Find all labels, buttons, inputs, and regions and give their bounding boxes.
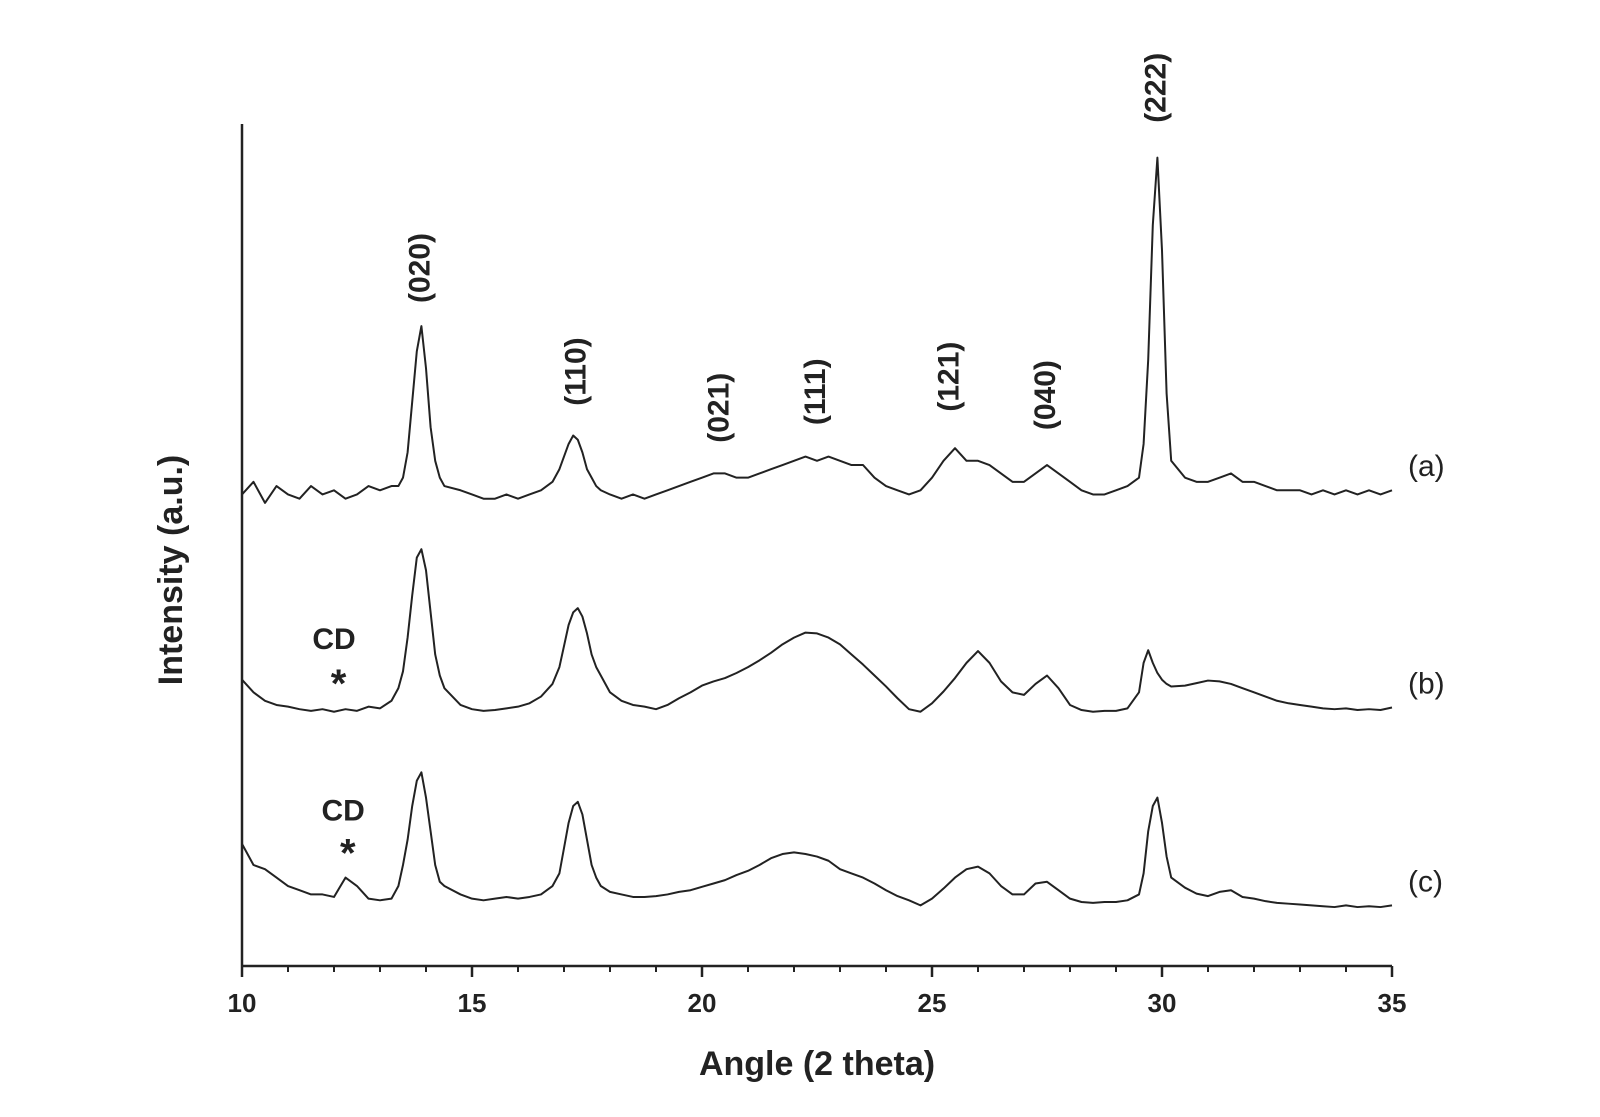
note-label: CD <box>312 623 355 656</box>
x-tick-label: 25 <box>918 988 947 1018</box>
peak-label: (040) <box>1029 360 1062 430</box>
x-tick-label: 15 <box>458 988 487 1018</box>
peak-label: (021) <box>702 373 735 443</box>
series-line <box>241 156 1393 504</box>
peak-label: (110) <box>560 337 593 405</box>
x-tick-label: 20 <box>688 988 717 1018</box>
peak-label: (111) <box>799 358 832 425</box>
peak-label: (121) <box>932 342 965 412</box>
series-label: (b) <box>1408 667 1445 700</box>
x-axis-title: Angle (2 theta) <box>699 1045 935 1083</box>
series-line <box>241 548 1393 713</box>
series-line <box>241 771 1393 909</box>
series-label: (c) <box>1408 865 1443 898</box>
series-label: (a) <box>1408 450 1445 483</box>
note-label: * <box>340 831 356 875</box>
x-tick-label: 30 <box>1148 988 1177 1018</box>
x-tick-label: 35 <box>1378 988 1407 1018</box>
note-label: CD <box>322 795 365 828</box>
y-axis-title: Intensity (a.u.) <box>152 455 190 685</box>
note-label: * <box>331 662 347 706</box>
peak-label: (222) <box>1139 53 1172 123</box>
x-tick-label: 10 <box>228 988 257 1018</box>
peak-label: (020) <box>403 233 436 303</box>
